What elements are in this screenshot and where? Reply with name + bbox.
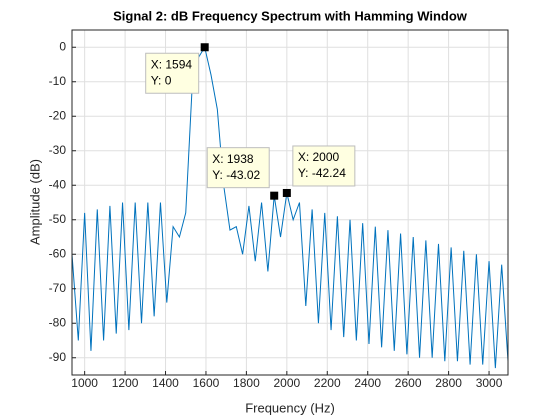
data-tips: X: 1594 Y: 0 X: 1938 Y: -43.02 X: 2000 Y: -42… [145,43,356,200]
y-tick-label: -80 [49,315,67,329]
x-tick-label: 2200 [314,376,341,390]
x-tick-label: 1200 [112,376,139,390]
y-axis-label: Amplitude (dB) [27,159,42,245]
y-tick-label: -70 [49,281,67,295]
x-tick-label: 3000 [476,376,503,390]
data-tip-text: X: 1594 [151,57,193,71]
x-tick-label: 2600 [395,376,422,390]
x-axis-label: Frequency (Hz) [245,400,335,415]
data-tip-marker [200,43,209,52]
plot [71,45,509,369]
data-tip-text: X: 1938 [212,152,254,166]
y-tick-label: 0 [59,39,66,53]
ticks: 1000 1200 1400 1600 1800 2000 2200 2400 2600 2800… [49,39,503,390]
data-tip-text: Y: -43.02 [212,168,260,182]
data-tip-text: Y: 0 [151,73,172,87]
x-tick-label: 2800 [435,376,462,390]
y-tick-label: -40 [49,177,67,191]
x-tick-label: 1000 [71,376,98,390]
series-line [71,45,509,369]
plot-area [72,30,508,375]
data-tip-marker [282,188,291,197]
data-tip-text: X: 2000 [298,150,340,164]
data-tip-text: Y: -42.24 [298,166,346,180]
x-tick-label: 1800 [233,376,260,390]
data-tip-box [145,52,200,94]
axes-box [71,29,509,376]
y-tick-label: -50 [49,212,67,226]
y-tick-label: -20 [49,108,67,122]
data-tip-box [206,147,270,189]
y-tick-label: -60 [49,246,67,260]
data-tip-box [292,145,356,187]
y-tick-label: -10 [49,74,67,88]
y-tick-label: -90 [49,350,67,364]
x-tick-label: 2400 [354,376,381,390]
x-tick-label: 1400 [152,376,179,390]
data-tip-marker [270,191,279,200]
x-tick-label: 1600 [193,376,220,390]
y-tick-label: -30 [49,143,67,157]
chart-title: Signal 2: dB Frequency Spectrum with Ham… [113,8,468,23]
x-tick-label: 2000 [273,376,300,390]
